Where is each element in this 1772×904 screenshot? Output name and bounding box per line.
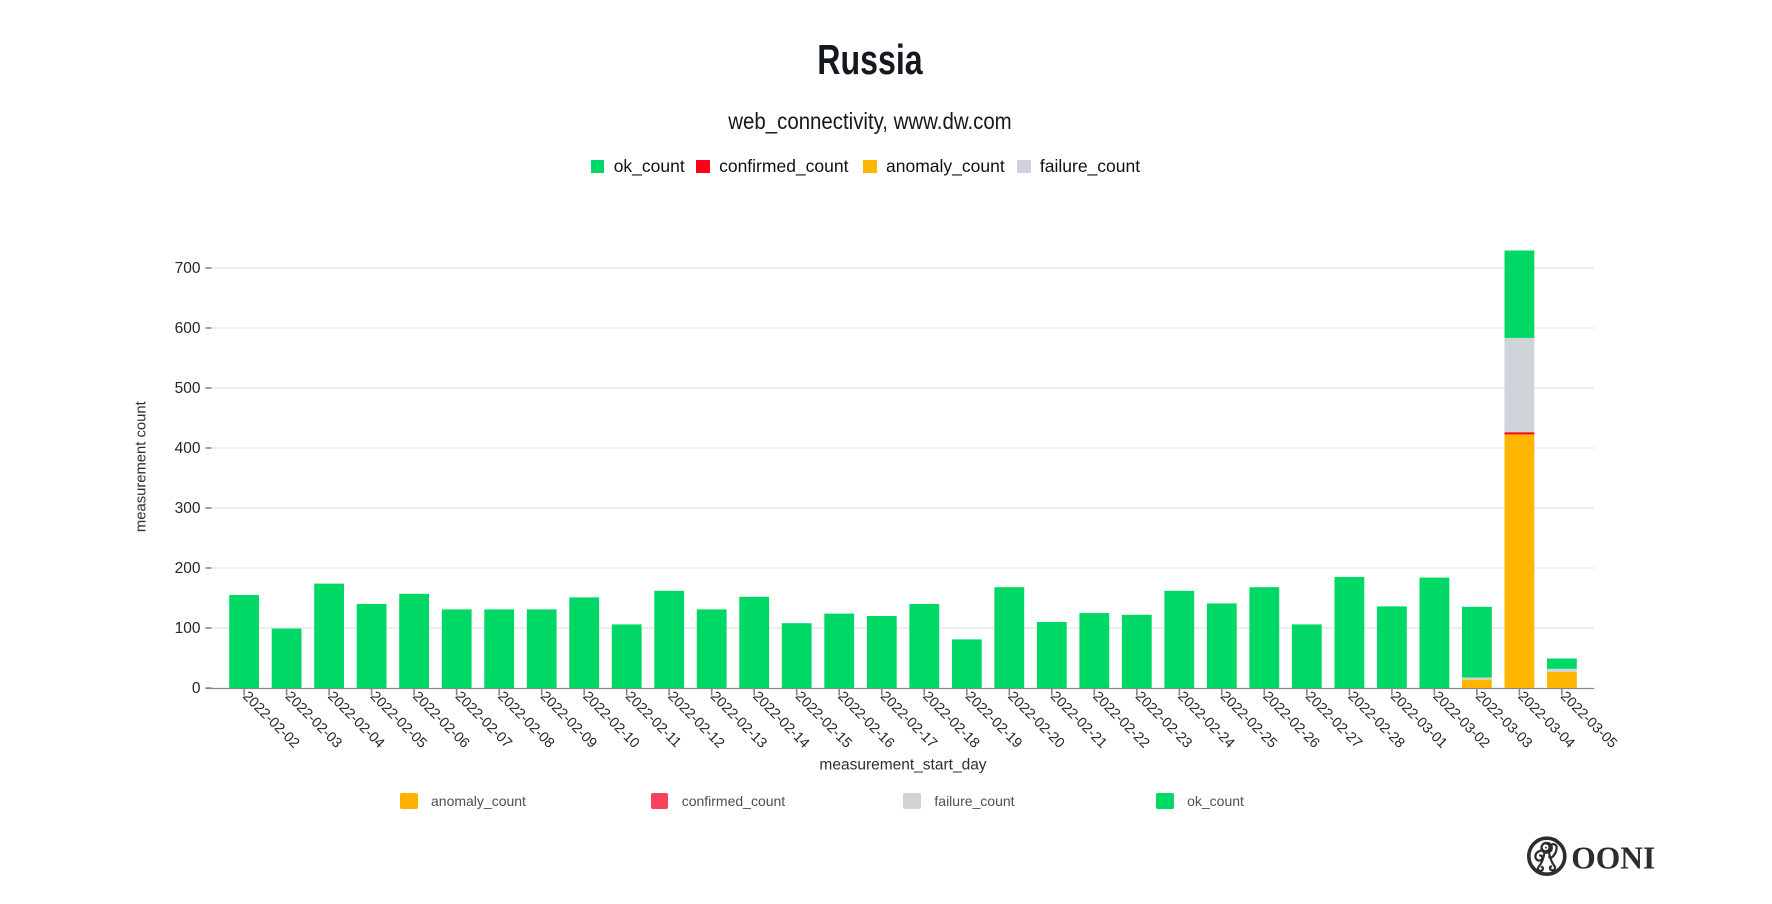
svg-text:100: 100 — [175, 620, 201, 637]
svg-text:300: 300 — [175, 500, 201, 517]
svg-text:0: 0 — [192, 680, 201, 697]
svg-text:measurement count: measurement count — [134, 401, 150, 532]
svg-text:measurement_start_day: measurement_start_day — [819, 757, 986, 774]
svg-text:400: 400 — [175, 440, 201, 457]
svg-text:700: 700 — [175, 260, 201, 277]
svg-text:500: 500 — [175, 380, 201, 397]
svg-text:200: 200 — [175, 560, 201, 577]
svg-text:600: 600 — [175, 320, 201, 337]
svg-text:OONI: OONI — [1571, 841, 1655, 876]
